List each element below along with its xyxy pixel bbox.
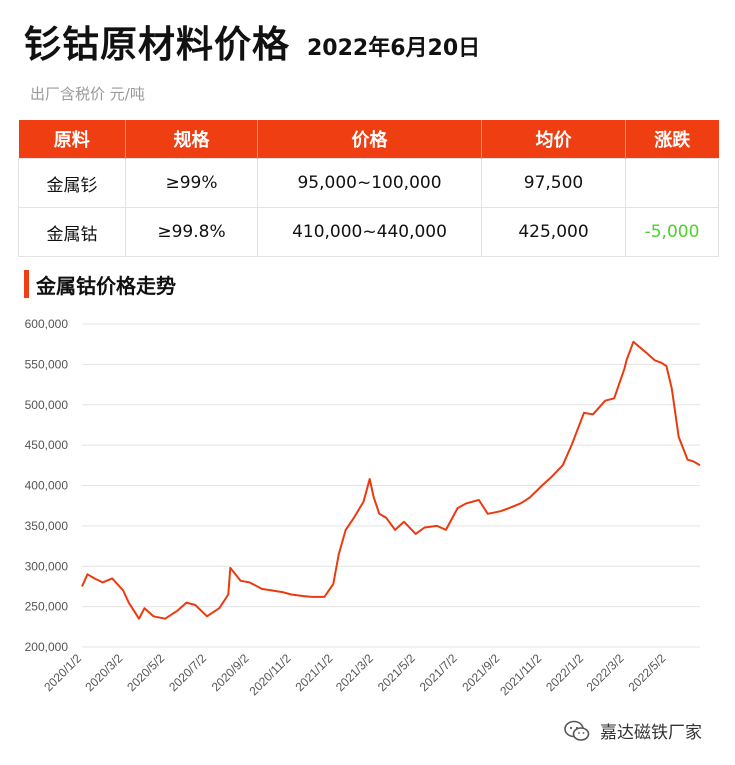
y-tick-label: 350,000 xyxy=(25,519,69,533)
table-row: 金属钐 ≥99% 95,000~100,000 97,500 xyxy=(18,158,719,208)
column-header-material: 原料 xyxy=(18,120,126,159)
y-tick-label: 300,000 xyxy=(25,559,69,573)
x-tick-label: 2021/9/2 xyxy=(459,651,502,694)
change-cell xyxy=(625,158,719,208)
table-row: 金属钴 ≥99.8% 410,000~440,000 425,000 -5,00… xyxy=(18,207,719,257)
series-line xyxy=(81,340,701,620)
average-price-cell: 97,500 xyxy=(481,158,626,208)
change-cell: -5,000 xyxy=(625,207,719,257)
y-tick-label: 600,000 xyxy=(25,317,69,331)
x-tick-label: 2021/3/2 xyxy=(333,651,376,694)
column-header-average: 均价 xyxy=(481,120,626,159)
x-tick-label: 2020/11/2 xyxy=(247,651,294,698)
average-price-cell: 425,000 xyxy=(481,207,626,257)
table-header-row: 原料 规格 价格 均价 涨跌 xyxy=(18,120,719,159)
y-tick-label: 500,000 xyxy=(25,398,69,412)
report-date: 2022年6月20日 xyxy=(307,36,481,61)
spec-cell: ≥99% xyxy=(125,158,258,208)
x-tick-label: 2020/7/2 xyxy=(166,651,209,694)
price-range-cell: 95,000~100,000 xyxy=(257,158,482,208)
x-tick-label: 2020/3/2 xyxy=(82,651,125,694)
x-tick-label: 2021/7/2 xyxy=(417,651,460,694)
cobalt-price-line-chart: 200,000 250,000 300,000 350,000 400,000 450,0… xyxy=(25,317,701,698)
y-tick-label: 450,000 xyxy=(25,438,69,452)
material-cell: 金属钐 xyxy=(18,158,126,208)
spec-cell: ≥99.8% xyxy=(125,207,258,257)
x-tick-label: 2020/9/2 xyxy=(209,651,252,694)
y-tick-label: 550,000 xyxy=(25,357,69,371)
material-cell: 金属钴 xyxy=(18,207,126,257)
watermark-text: 嘉达磁铁厂家 xyxy=(600,723,702,743)
y-tick-label: 250,000 xyxy=(25,600,69,614)
x-tick-label: 2021/1/2 xyxy=(293,651,336,694)
column-header-price: 价格 xyxy=(257,120,482,159)
x-tick-label: 2022/3/2 xyxy=(584,651,627,694)
x-tick-label: 2022/1/2 xyxy=(543,651,586,694)
chart-section-heading: 金属钴价格走势 xyxy=(24,268,176,300)
x-tick-label: 2021/11/2 xyxy=(497,651,544,698)
price-range-cell: 410,000~440,000 xyxy=(257,207,482,257)
x-tick-label: 2020/1/2 xyxy=(41,651,84,694)
page-title: 钐钴原材料价格 xyxy=(24,23,290,66)
x-tick-label: 2022/5/2 xyxy=(626,651,669,694)
x-tick-label: 2021/5/2 xyxy=(375,651,418,694)
chart-section-title: 金属钴价格走势 xyxy=(36,273,176,298)
watermark: 嘉达磁铁厂家 xyxy=(564,718,702,743)
column-header-spec: 规格 xyxy=(125,120,258,159)
wechat-icon xyxy=(564,720,590,741)
section-accent-bar xyxy=(24,270,29,298)
x-tick-label: 2020/5/2 xyxy=(124,651,167,694)
y-tick-label: 400,000 xyxy=(25,479,69,493)
y-tick-label: 200,000 xyxy=(25,640,69,654)
column-header-change: 涨跌 xyxy=(625,120,719,159)
price-unit-note: 出厂含税价 元/吨 xyxy=(30,85,145,103)
price-table: 原料 规格 价格 均价 涨跌 金属钐 ≥99% 95,000~100,000 9… xyxy=(18,120,719,257)
